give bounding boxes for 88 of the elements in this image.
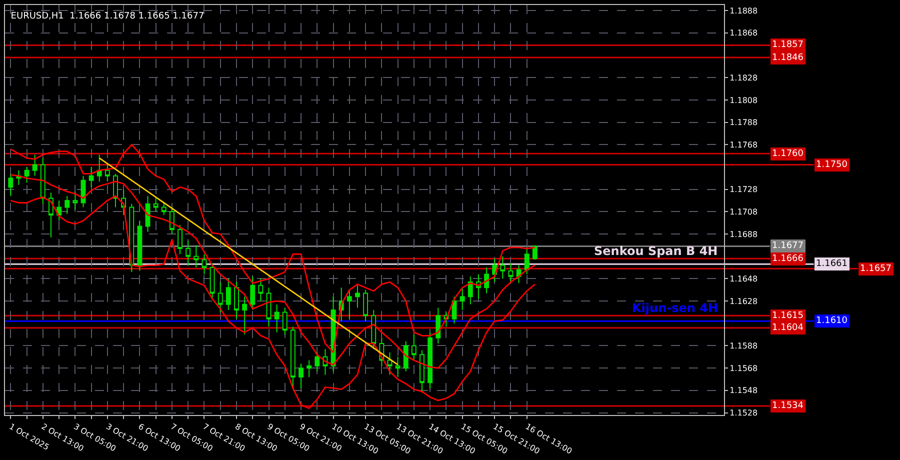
candlestick xyxy=(96,154,102,182)
candlestick xyxy=(460,287,465,310)
y-tick-label: 1.1588 xyxy=(730,342,758,351)
candlestick xyxy=(282,307,288,336)
y-tick-label: 1.1888 xyxy=(730,6,758,16)
candlestick xyxy=(202,254,207,275)
candlestick xyxy=(210,262,215,300)
candlestick xyxy=(411,334,416,361)
ref-line-label: 1.1534 xyxy=(772,401,804,411)
candlestick xyxy=(363,289,368,322)
candlestick xyxy=(403,340,408,372)
candlestick xyxy=(104,164,110,182)
y-tick-label: 1.1648 xyxy=(730,274,758,284)
y-tick-label: 1.1688 xyxy=(730,230,758,239)
candlestick xyxy=(508,262,514,283)
candlestick xyxy=(436,307,441,344)
candlestick xyxy=(258,278,264,302)
ref-line-label: 1.1760 xyxy=(772,149,804,159)
y-tick-label: 1.1728 xyxy=(730,185,758,194)
candlestick xyxy=(161,202,166,216)
ref-line-label: 1.1750 xyxy=(816,160,848,170)
candlestick xyxy=(484,267,490,294)
candlestick xyxy=(169,206,174,235)
y-tick-label: 1.1828 xyxy=(730,73,758,82)
y-tick-label: 1.1708 xyxy=(730,207,758,216)
candlestick xyxy=(137,220,142,272)
candlestick xyxy=(40,158,46,204)
y-tick-label: 1.1628 xyxy=(730,296,758,306)
candlestick xyxy=(532,244,538,260)
candlestick xyxy=(306,360,312,378)
y-tick-label: 1.1548 xyxy=(730,386,758,396)
ref-line-label: 1.1661 xyxy=(816,259,848,269)
candlestick xyxy=(186,240,191,266)
candlestick xyxy=(346,289,352,320)
candlestick xyxy=(32,154,38,176)
line-series xyxy=(10,174,536,369)
y-tick-label: 1.1788 xyxy=(730,118,758,128)
candlestick xyxy=(420,350,424,394)
candlestick xyxy=(234,282,239,320)
candlestick xyxy=(129,203,134,272)
candlestick xyxy=(153,198,158,212)
candlestick xyxy=(242,296,248,336)
line-series xyxy=(10,144,536,354)
text: EURUSD,H1 1.1666 1.1678 1.1665 1.1677 xyxy=(10,11,204,22)
candlestick xyxy=(88,166,94,188)
candlestick xyxy=(178,224,183,255)
candlestick xyxy=(290,326,296,390)
y-tick-label: 1.1868 xyxy=(730,28,758,38)
annotation: Kijun-sen 4H xyxy=(632,301,718,315)
ref-line-label: 1.1615 xyxy=(772,311,804,321)
candlestick xyxy=(266,287,272,328)
ref-line-label: 1.1677 xyxy=(772,241,804,251)
candlestick xyxy=(24,166,30,184)
ref-line-label: 1.1604 xyxy=(772,323,804,333)
candlestick xyxy=(524,246,530,275)
candlestick xyxy=(194,244,199,268)
candlestick xyxy=(72,191,78,210)
candlestick xyxy=(468,276,473,305)
candlestick xyxy=(314,352,320,372)
annotation: Senkou Span B 4H xyxy=(594,244,718,258)
ref-line-label: 1.1657 xyxy=(860,264,892,274)
candlestick xyxy=(274,304,280,333)
candlestick xyxy=(226,278,231,310)
candlestick xyxy=(48,192,54,238)
ref-line-label: 1.1846 xyxy=(772,53,804,63)
candlestick xyxy=(395,356,400,378)
ref-line-label: 1.1610 xyxy=(816,316,848,326)
y-tick-label: 1.1528 xyxy=(730,408,758,418)
y-tick-label: 1.1568 xyxy=(730,364,758,373)
y-tick-label: 1.1768 xyxy=(730,140,758,150)
candlestick xyxy=(298,363,304,389)
candlestick xyxy=(56,200,62,222)
candlestick xyxy=(516,264,522,284)
line-series xyxy=(98,157,399,366)
candlestick xyxy=(500,256,506,280)
candlestick xyxy=(8,173,14,197)
candlestick xyxy=(428,332,433,389)
candlestick xyxy=(355,284,360,308)
candlestick xyxy=(218,282,223,313)
candlestick xyxy=(250,276,256,310)
candlestick xyxy=(452,296,457,324)
ref-line-label: 1.1857 xyxy=(772,40,804,50)
ref-line-label: 1.1666 xyxy=(772,254,804,264)
candlestick xyxy=(64,196,70,214)
candlestick xyxy=(371,309,376,350)
candlestick xyxy=(387,352,392,376)
line-series xyxy=(10,195,536,409)
y-tick-label: 1.1808 xyxy=(730,96,758,105)
